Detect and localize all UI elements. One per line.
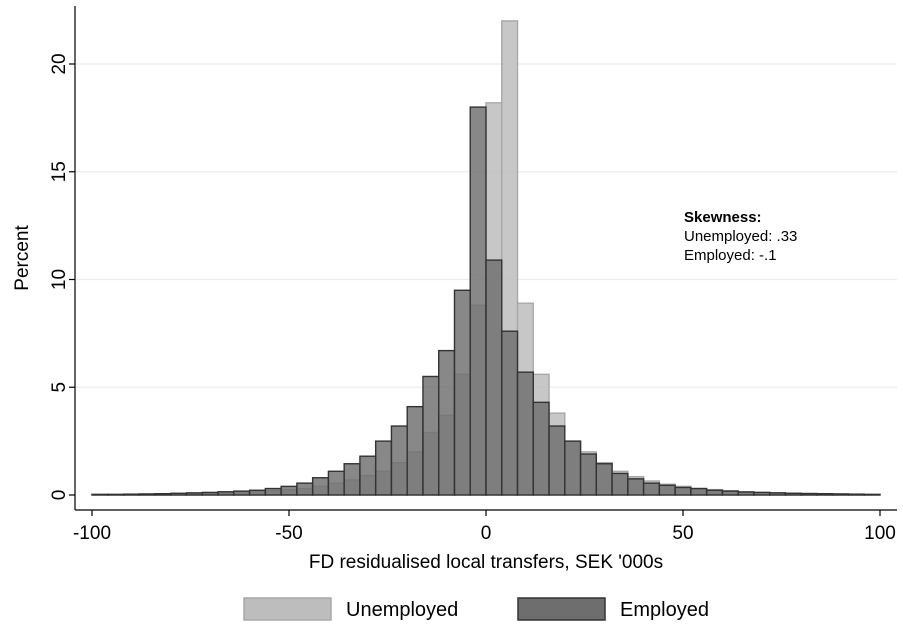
series-employed <box>91 106 881 496</box>
series-employed-bar <box>311 477 330 496</box>
legend-label-employed: Employed <box>620 599 709 621</box>
series-employed-bar <box>721 490 739 496</box>
legend-swatch-employed <box>517 597 606 621</box>
series-employed-bar <box>264 487 282 496</box>
series-employed-bar <box>832 493 850 496</box>
series-employed-bar <box>359 455 377 496</box>
series-employed-bar <box>737 491 755 496</box>
x-tick-label: -50 <box>275 523 302 544</box>
series-employed-bar <box>406 405 424 496</box>
x-tick-label: -100 <box>73 523 111 544</box>
series-employed-bar <box>201 491 219 496</box>
series-employed-bar <box>107 493 125 496</box>
y-tick-label: 15 <box>49 161 70 182</box>
y-axis-title: Percent <box>12 225 33 291</box>
series-employed-bar <box>422 375 440 496</box>
series-employed-bar <box>753 491 771 496</box>
y-tick-label: 0 <box>49 490 70 501</box>
series-employed-bar <box>280 485 298 496</box>
series-employed-bar <box>217 491 235 496</box>
series-employed-bar <box>374 440 393 496</box>
series-employed-bar <box>138 493 156 496</box>
series-employed-bar <box>343 463 361 496</box>
y-ticks: 0 5 10 15 20 <box>49 53 75 500</box>
x-axis-title: FD residualised local transfers, SEK '00… <box>309 552 663 573</box>
series-employed-bar <box>548 425 566 496</box>
series-employed-bar <box>154 493 172 496</box>
series-employed-bar <box>579 453 598 496</box>
skewness-title: Skewness: <box>684 209 762 226</box>
skewness-note: Skewness: Unemployed: .33 Employed: -.1 <box>684 209 797 264</box>
series-employed-bar <box>501 330 519 496</box>
series-employed-bar <box>642 482 661 496</box>
series-employed-bar <box>453 289 471 496</box>
series-employed-bar <box>248 489 267 496</box>
series-employed-bar <box>91 493 109 496</box>
y-tick-label: 10 <box>49 269 70 290</box>
legend: Unemployed Employed <box>243 597 709 621</box>
series-employed-bar <box>847 493 865 496</box>
series-employed-bar <box>122 493 140 496</box>
y-tick-label: 5 <box>49 382 70 393</box>
series-employed-bar <box>296 482 314 496</box>
x-ticks: -100 -50 0 50 100 <box>73 510 896 544</box>
series-employed-bar <box>690 487 708 496</box>
series-employed-bar <box>705 489 724 496</box>
series-employed-bar <box>390 425 408 496</box>
x-tick-label: 100 <box>864 523 896 544</box>
series-employed-bar <box>768 492 787 496</box>
series-employed-bar <box>170 492 188 496</box>
x-tick-label: 0 <box>481 523 492 544</box>
legend-swatch-unemployed <box>243 597 332 621</box>
series-employed-bar <box>627 478 645 496</box>
series-employed-bar <box>532 401 550 496</box>
series-employed-bar <box>564 440 582 496</box>
series-employed-bar <box>469 106 487 496</box>
series-employed-bar <box>233 490 251 496</box>
series-employed-bar <box>784 492 802 496</box>
series-employed-bar <box>863 493 881 496</box>
series-employed-bar <box>611 472 629 496</box>
x-tick-label: 50 <box>672 523 693 544</box>
y-tick-label: 20 <box>49 53 70 74</box>
series-employed-bar <box>485 259 503 496</box>
series-employed-bar <box>327 470 345 496</box>
skewness-employed: Employed: -.1 <box>684 247 777 264</box>
series-employed-bar <box>595 463 613 496</box>
series-employed-bar <box>185 492 204 496</box>
skewness-unemployed: Unemployed: .33 <box>684 228 797 245</box>
series-employed-bar <box>516 371 534 496</box>
series-employed-bar <box>800 492 818 496</box>
series-employed-bar <box>658 484 676 496</box>
series-employed-bar <box>816 493 834 496</box>
series-employed-bar <box>438 349 456 496</box>
series-employed-bar <box>674 486 692 496</box>
legend-label-unemployed: Unemployed <box>346 599 458 621</box>
